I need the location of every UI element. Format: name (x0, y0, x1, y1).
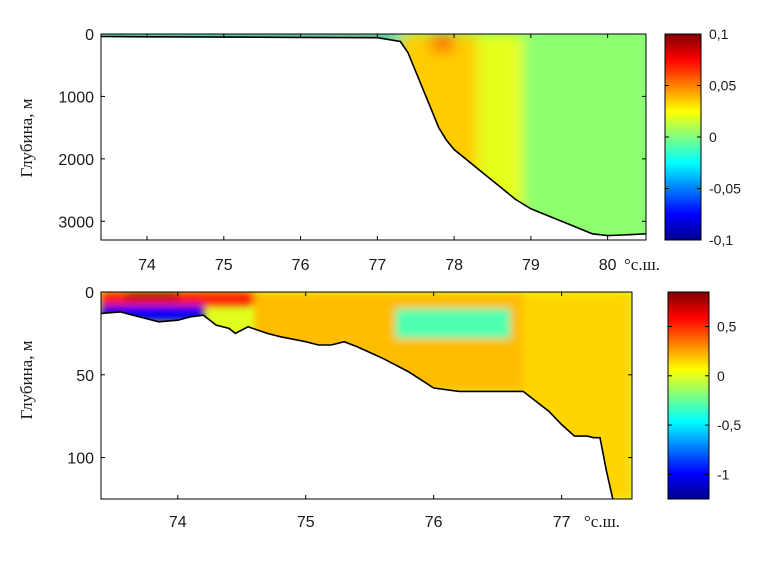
colorbar-tick-label: -0,05 (709, 181, 741, 197)
seabed-mask (101, 36, 646, 240)
x-axis-unit: °с.ш. (584, 512, 620, 531)
colorbar-tick-label: -0,5 (717, 417, 741, 433)
seabed-mask (101, 311, 632, 499)
colorbar-tick-label: 0,05 (709, 78, 736, 94)
x-axis-unit: °с.ш. (624, 255, 660, 274)
x-tick-label: 78 (445, 257, 463, 274)
colorbar-tick-label: 0,5 (717, 319, 737, 335)
bottom-profile-line (101, 35, 646, 237)
x-tick-label: 75 (215, 257, 233, 274)
field-patch (126, 292, 178, 299)
x-tick-label: 76 (292, 257, 310, 274)
axes-frame (100, 33, 647, 241)
bottom-profile-line (101, 311, 614, 499)
colorbar-tick-label: -1 (717, 466, 730, 482)
upper-section-chart: 74 75 76 77 78 79 80 °с.ш. 0 1000 2000 3000 Глубина,… (17, 26, 741, 274)
x-tick-label: 79 (522, 257, 540, 274)
axes-frame (100, 291, 633, 500)
field-patch (523, 34, 646, 240)
x-tick-label: 80 (599, 257, 617, 274)
y-tick-label: 1000 (58, 89, 94, 106)
x-tick-label: 74 (138, 257, 156, 274)
field-patch (395, 308, 511, 339)
colorbar-tick-label: 0 (717, 368, 725, 384)
colorbar-tick-label: 0 (709, 129, 717, 145)
x-tick-label: 77 (368, 257, 386, 274)
colorbar-tick-label: -0,1 (709, 232, 733, 248)
field-patch (431, 34, 455, 53)
colorbar (667, 291, 710, 500)
y-tick-label: 2000 (58, 152, 94, 169)
y-axis-label: Глубина, м (17, 98, 36, 177)
data-field (101, 292, 632, 499)
x-tick-label: 77 (553, 514, 571, 531)
lower-section-chart: 74 75 76 77 °с.ш. 0 50 100 Глубина, м 0,5 0 -0,5 -1 (17, 285, 741, 531)
colorbar-tick-label: 0,1 (709, 26, 729, 42)
x-tick-label: 76 (425, 514, 443, 531)
y-tick-label: 50 (76, 368, 94, 385)
y-tick-label: 100 (67, 451, 94, 468)
field-patch (101, 34, 401, 38)
y-tick-label: 0 (85, 27, 94, 44)
y-tick-label: 0 (85, 285, 94, 302)
colorbar (664, 33, 702, 241)
y-axis-label: Глубина, м (17, 340, 36, 419)
x-tick-label: 75 (297, 514, 315, 531)
x-tick-label: 74 (169, 514, 187, 531)
y-tick-label: 3000 (58, 214, 94, 231)
data-field (101, 34, 646, 240)
